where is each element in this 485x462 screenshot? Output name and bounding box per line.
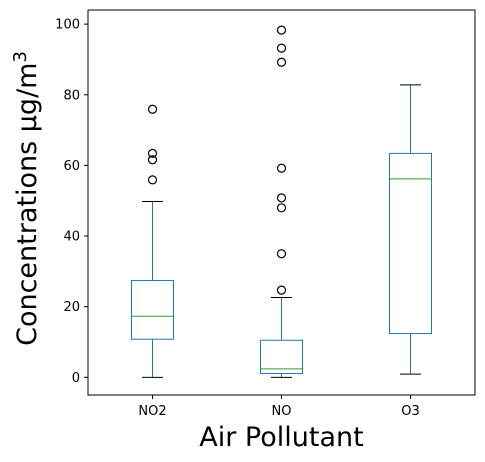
y-tick-label: 60 <box>63 159 80 174</box>
outlier-point <box>276 249 287 259</box>
x-axis-title: Air Pollutant <box>199 422 363 453</box>
outlier-point <box>276 203 287 213</box>
outlier-point <box>276 163 287 173</box>
x-tick-label: NO2 <box>138 404 166 419</box>
iqr-box <box>260 339 303 374</box>
box-series <box>131 25 432 378</box>
iqr-box <box>131 280 174 340</box>
y-tick-label: 80 <box>63 88 80 103</box>
y-tick-label: 20 <box>63 300 80 315</box>
y-tick-label: 40 <box>63 230 80 245</box>
y-tick-label: 0 <box>72 371 80 386</box>
x-axis-ticks: NO2 NO O3 <box>138 395 420 419</box>
y-axis-ticks: 0 20 40 60 80 100 <box>55 18 88 386</box>
iqr-box <box>389 152 432 335</box>
y-tick-label: 100 <box>55 18 80 33</box>
outlier-point <box>276 25 287 35</box>
outlier-point <box>147 155 158 165</box>
y-axis-title-text: Concentrations μg/m <box>12 63 43 346</box>
outlier-point <box>147 148 158 159</box>
x-tick-label: NO <box>272 404 292 419</box>
x-tick-label: O3 <box>401 404 420 419</box>
outlier-point <box>276 57 287 67</box>
outlier-point <box>276 43 287 53</box>
outlier-point <box>147 175 158 185</box>
box-group <box>131 104 174 378</box>
outlier-point <box>276 285 287 295</box>
outlier-point <box>147 104 158 114</box>
box-group <box>260 25 303 378</box>
y-axis-title: Concentrations μg/m3 <box>10 51 44 346</box>
y-axis-title-superscript: 3 <box>10 51 31 62</box>
outlier-point <box>276 193 287 203</box>
box-group <box>389 84 432 375</box>
